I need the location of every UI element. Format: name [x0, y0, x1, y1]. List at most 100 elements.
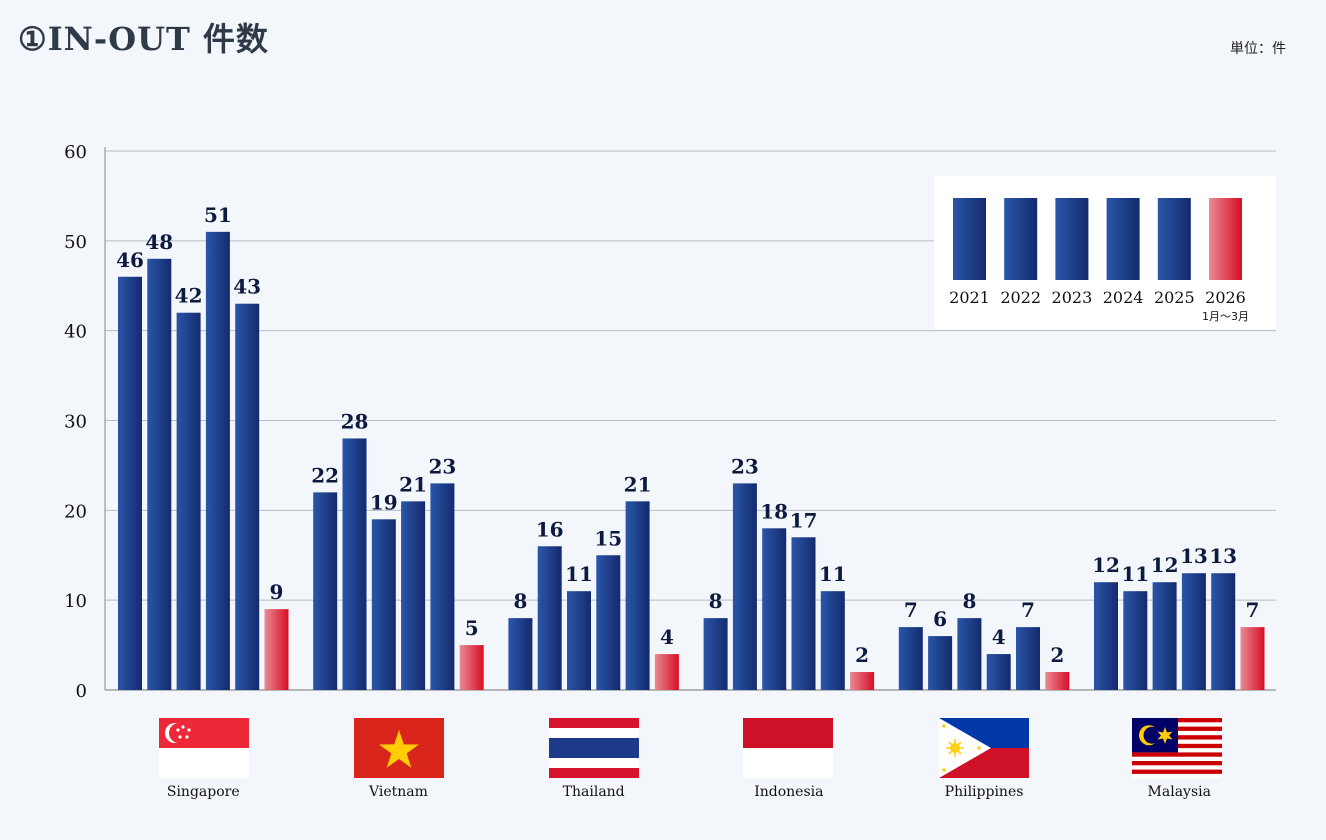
bar-thailand-2026	[654, 654, 679, 690]
data-label: 11	[565, 562, 593, 586]
bar-malaysia-2024	[1181, 573, 1206, 690]
legend-label-2023: 2023	[1052, 288, 1093, 307]
bars	[118, 231, 1265, 690]
legend-swatch-2023	[1055, 198, 1089, 280]
data-label: 13	[1180, 544, 1208, 568]
vietnam-flag-icon	[354, 718, 444, 778]
data-label: 21	[624, 472, 652, 496]
data-label: 11	[1121, 562, 1149, 586]
bar-malaysia-2021	[1094, 582, 1118, 690]
y-tick-label: 20	[64, 501, 87, 522]
bar-malaysia-2022	[1123, 591, 1148, 690]
category-label-vietnam: Vietnam	[368, 784, 428, 800]
bar-thailand-2023	[567, 591, 591, 690]
bar-philippines-2025	[1016, 627, 1040, 690]
legend-swatch-2026	[1209, 198, 1242, 280]
y-tick-label: 50	[64, 232, 87, 253]
unit-label: 単位：件	[1230, 41, 1286, 57]
legend-note: 1月～3月	[1202, 310, 1249, 323]
singapore-flag-icon	[159, 718, 249, 778]
legend-label-2026: 2026	[1205, 288, 1246, 307]
bar-singapore-2026	[264, 609, 289, 690]
bar-malaysia-2026	[1240, 627, 1265, 690]
data-label: 18	[760, 499, 788, 523]
data-label: 5	[465, 616, 479, 640]
grid-lines	[105, 150, 1276, 691]
category-label-thailand: Thailand	[563, 784, 625, 800]
data-label: 15	[594, 526, 622, 550]
legend-swatch-2025	[1157, 198, 1191, 280]
bar-thailand-2025	[625, 501, 650, 690]
data-label: 28	[341, 409, 369, 433]
data-label: 12	[1092, 553, 1120, 577]
bar-indonesia-2021	[703, 618, 728, 690]
bar-philippines-2021	[898, 627, 923, 690]
data-label: 2	[855, 643, 869, 667]
bar-vietnam-2024	[401, 501, 426, 690]
data-label: 4	[660, 625, 674, 649]
data-label: 51	[204, 203, 232, 227]
bar-thailand-2021	[508, 618, 533, 690]
philippines-flag-icon	[939, 718, 1029, 778]
data-label: 7	[904, 598, 918, 622]
bar-singapore-2023	[176, 312, 201, 690]
bar-vietnam-2021	[313, 492, 338, 690]
data-label: 42	[175, 284, 203, 308]
data-label: 48	[145, 230, 173, 254]
data-label: 9	[270, 580, 284, 604]
bar-indonesia-2024	[791, 537, 816, 690]
bar-philippines-2024	[986, 654, 1011, 690]
y-tick-label: 30	[64, 412, 87, 433]
data-label: 46	[116, 248, 144, 272]
data-label: 8	[513, 589, 527, 613]
data-label: 23	[731, 454, 759, 478]
data-label: 43	[233, 275, 261, 299]
bar-thailand-2024	[596, 555, 621, 690]
category-axis: Singapore Vietnam Thailand Indonesia Philipp…	[159, 718, 1222, 800]
bar-vietnam-2022	[342, 438, 367, 690]
category-label-philippines: Philippines	[945, 784, 1024, 800]
data-label: 12	[1151, 553, 1179, 577]
legend-label-2025: 2025	[1154, 288, 1195, 307]
bar-malaysia-2023	[1152, 582, 1177, 690]
data-label: 23	[428, 454, 456, 478]
bar-singapore-2024	[205, 231, 230, 690]
data-label: 4	[992, 625, 1006, 649]
data-label: 7	[1021, 598, 1035, 622]
bar-singapore-2021	[118, 276, 142, 690]
data-label: 6	[933, 607, 947, 631]
bar-thailand-2022	[537, 546, 562, 690]
indonesia-flag-icon	[743, 718, 833, 778]
thailand-flag-icon	[549, 718, 639, 778]
data-label: 19	[370, 490, 398, 514]
data-label: 8	[962, 589, 976, 613]
legend-swatch-2021	[953, 198, 986, 280]
bar-vietnam-2025	[430, 483, 455, 690]
legend-label-2024: 2024	[1103, 288, 1144, 307]
bar-philippines-2022	[928, 636, 953, 690]
legend-swatch-2022	[1004, 198, 1038, 280]
bar-malaysia-2025	[1211, 573, 1236, 690]
bar-indonesia-2022	[732, 483, 757, 690]
data-label: 2	[1050, 643, 1064, 667]
category-label-indonesia: Indonesia	[754, 784, 823, 800]
page-title: ①IN-OUT 件数	[18, 20, 269, 58]
bar-indonesia-2023	[762, 528, 787, 690]
data-label: 13	[1209, 544, 1237, 568]
data-label: 7	[1246, 598, 1260, 622]
y-tick-label: 0	[76, 681, 87, 702]
malaysia-flag-icon	[1132, 718, 1222, 778]
bar-singapore-2022	[147, 258, 172, 690]
y-tick-label: 10	[64, 591, 87, 612]
legend: 2021 2022 2023 2024 2025 2026 1月～3月	[934, 176, 1276, 329]
y-tick-label: 60	[64, 142, 87, 163]
data-label: 17	[790, 508, 818, 532]
data-label: 11	[819, 562, 847, 586]
legend-label-2021: 2021	[949, 288, 990, 307]
bar-philippines-2023	[957, 618, 982, 690]
data-label: 21	[399, 472, 427, 496]
bar-singapore-2025	[235, 303, 260, 690]
